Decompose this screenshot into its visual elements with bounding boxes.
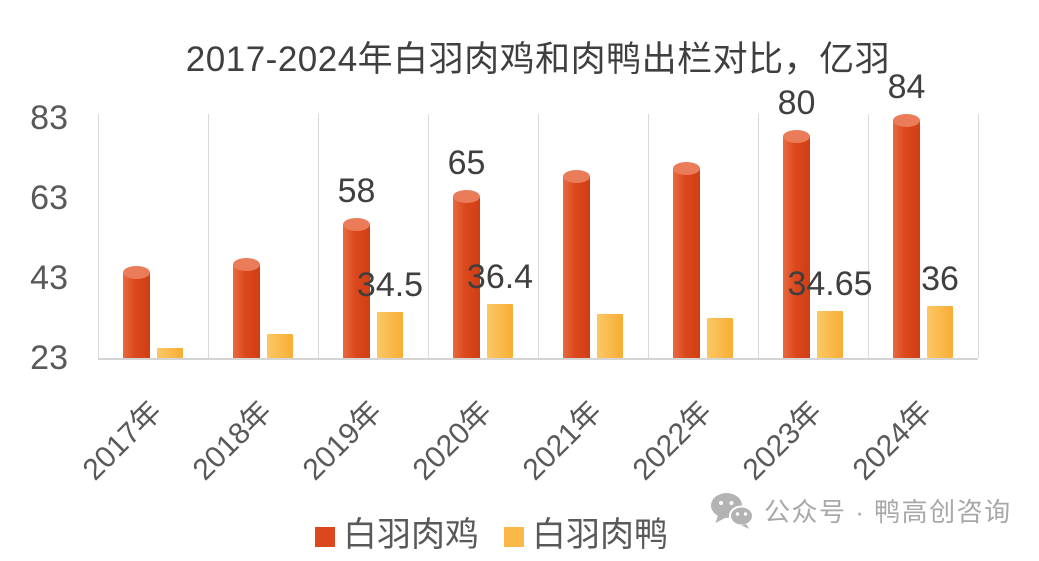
x-axis-line <box>98 358 978 360</box>
bar-白羽肉鸡-2022年 <box>673 162 700 358</box>
gridline <box>98 114 99 358</box>
gridline <box>318 114 319 358</box>
bar-body <box>893 120 920 358</box>
legend-label-duck: 白羽肉鸭 <box>532 516 668 554</box>
x-tick-label: 2017年 <box>76 394 169 487</box>
data-label: 34.65 <box>787 265 873 304</box>
legend-swatch-chicken <box>315 526 335 547</box>
y-tick-label: 43 <box>30 259 68 297</box>
legend-item-duck: 白羽肉鸭 <box>504 515 668 555</box>
gridline <box>758 114 759 358</box>
data-label: 58 <box>337 172 376 210</box>
y-tick-label: 63 <box>30 179 68 217</box>
bar-白羽肉鸭-2019年 <box>377 312 403 358</box>
data-label: 80 <box>777 84 816 122</box>
data-label: 36.4 <box>466 258 534 297</box>
bar-白羽肉鸡-2018年 <box>233 258 260 358</box>
bar-cylinder-cap <box>673 162 700 175</box>
bar-cylinder-cap <box>233 258 260 271</box>
bar-body <box>453 196 480 358</box>
gridline <box>428 114 429 358</box>
bar-白羽肉鸭-2022年 <box>707 318 733 358</box>
bar-cylinder-cap <box>123 266 150 279</box>
bar-cylinder-cap <box>783 130 810 143</box>
watermark: 公众号 · 鸭高创咨询 <box>710 492 1012 529</box>
bar-body <box>783 136 810 358</box>
bar-白羽肉鸡-2024年 <box>893 114 920 358</box>
chart-title: 2017-2024年白羽肉鸡和肉鸭出栏对比，亿羽 <box>185 40 891 79</box>
watermark-text: 公众号 · 鸭高创咨询 <box>764 497 1012 527</box>
bar-白羽肉鸭-2021年 <box>597 314 623 358</box>
bar-body <box>673 168 700 358</box>
bar-白羽肉鸡-2019年 <box>343 218 370 358</box>
data-label: 65 <box>447 144 486 182</box>
legend-label-chicken: 白羽肉鸡 <box>343 516 479 554</box>
bar-白羽肉鸭-2020年 <box>487 304 513 358</box>
bar-白羽肉鸭-2023年 <box>817 311 843 358</box>
x-tick-label: 2024年 <box>846 394 939 487</box>
legend-item-chicken: 白羽肉鸡 <box>315 515 479 555</box>
bar-白羽肉鸡-2017年 <box>123 266 150 358</box>
bar-body <box>563 176 590 358</box>
bar-body <box>343 224 370 358</box>
gridline <box>538 114 539 358</box>
bar-白羽肉鸡-2020年 <box>453 190 480 358</box>
legend-swatch-duck <box>504 526 524 547</box>
gridline <box>208 114 209 358</box>
bar-cylinder-cap <box>343 218 370 231</box>
x-tick-label: 2018年 <box>186 394 279 487</box>
gridline <box>648 114 649 358</box>
y-tick-label: 83 <box>30 99 68 137</box>
data-label: 84 <box>887 68 926 106</box>
x-tick-label: 2023年 <box>736 394 829 487</box>
y-tick-label: 23 <box>30 339 68 377</box>
x-tick-label: 2022年 <box>626 394 719 487</box>
bar-body <box>233 264 260 358</box>
data-label: 34.5 <box>356 266 424 304</box>
bar-白羽肉鸡-2023年 <box>783 130 810 358</box>
bar-白羽肉鸭-2018年 <box>267 334 293 358</box>
x-tick-label: 2020年 <box>406 394 499 487</box>
x-tick-label: 2021年 <box>516 394 609 487</box>
bar-白羽肉鸡-2021年 <box>563 170 590 358</box>
gridline <box>868 114 869 358</box>
wechat-icon <box>711 493 754 529</box>
bar-白羽肉鸭-2024年 <box>927 306 953 358</box>
bar-cylinder-cap <box>563 170 590 183</box>
x-tick-label: 2019年 <box>296 394 389 487</box>
bar-body <box>123 272 150 358</box>
gridline <box>978 114 979 358</box>
bar-cylinder-cap <box>453 190 480 203</box>
data-label: 36 <box>921 260 959 298</box>
bar-cylinder-cap <box>893 114 920 127</box>
legend: 白羽肉鸡 白羽肉鸭 <box>315 515 668 555</box>
bar-白羽肉鸭-2017年 <box>157 348 183 358</box>
